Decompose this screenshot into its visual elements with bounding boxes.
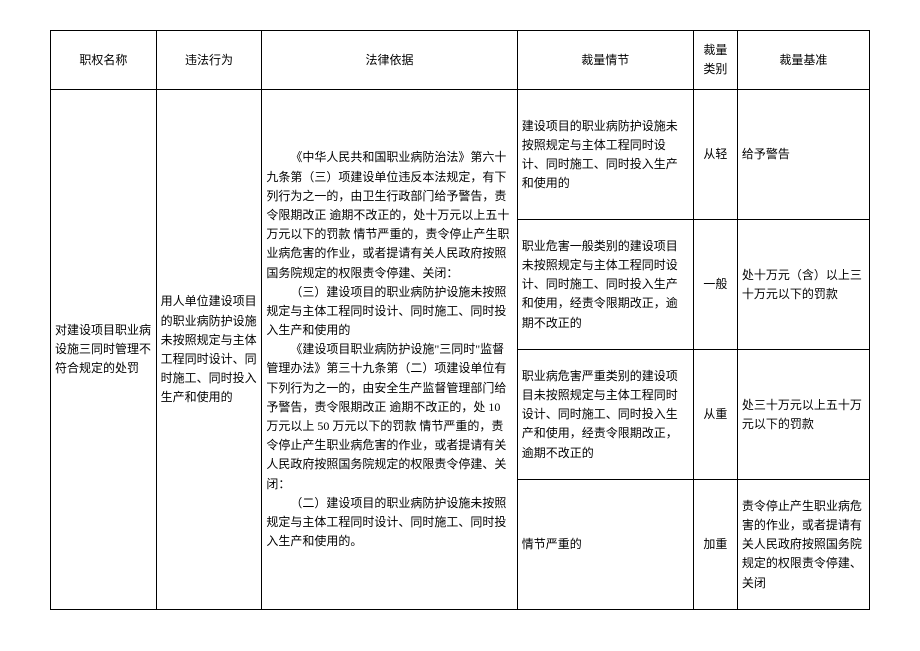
legal-basis-cell: 《中华人民共和国职业病防治法》第六十九条第（三）项建设单位违反本法规定，有下列行… <box>262 90 517 610</box>
header-legal: 法律依据 <box>262 31 517 90</box>
standard-cell: 处十万元（含）以上三十万元以下的罚款 <box>737 220 869 350</box>
standard-cell: 处三十万元以上五十万元以下的罚款 <box>737 350 869 480</box>
header-circumstance: 裁量情节 <box>517 31 693 90</box>
circumstance-cell: 情节严重的 <box>517 480 693 610</box>
header-standard: 裁量基准 <box>737 31 869 90</box>
violation-cell: 用人单位建设项目的职业病防护设施未按照规定与主体工程同时设计、同时施工、同时投入… <box>156 90 262 610</box>
legal-p3: 《建设项目职业病防护设施"三同时"监督管理办法》第三十九条第（二）项建设单位有下… <box>266 340 512 494</box>
category-cell: 加重 <box>693 480 737 610</box>
table-row: 对建设项目职业病设施三同时管理不符合规定的处罚 用人单位建设项目的职业病防护设施… <box>51 90 870 220</box>
legal-p4: （二）建设项目的职业病防护设施未按照规定与主体工程同时设计、同时施工、同时投入生… <box>266 494 512 552</box>
circumstance-cell: 建设项目的职业病防护设施未按照规定与主体工程同时设计、同时施工、同时投入生产和使… <box>517 90 693 220</box>
header-authority: 职权名称 <box>51 31 157 90</box>
authority-cell: 对建设项目职业病设施三同时管理不符合规定的处罚 <box>51 90 157 610</box>
standard-cell: 给予警告 <box>737 90 869 220</box>
circumstance-cell: 职业病危害严重类别的建设项目未按照规定与主体工程同时设计、同时施工、同时投入生产… <box>517 350 693 480</box>
circumstance-cell: 职业危害一般类别的建设项目未按照规定与主体工程同时设计、同时施工、同时投入生产和… <box>517 220 693 350</box>
category-cell: 一般 <box>693 220 737 350</box>
header-violation: 违法行为 <box>156 31 262 90</box>
category-cell: 从轻 <box>693 90 737 220</box>
header-category: 裁量类别 <box>693 31 737 90</box>
standard-cell: 责令停止产生职业病危害的作业，或者提请有关人民政府按照国务院规定的权限责令停建、… <box>737 480 869 610</box>
table-header-row: 职权名称 违法行为 法律依据 裁量情节 裁量类别 裁量基准 <box>51 31 870 90</box>
category-cell: 从重 <box>693 350 737 480</box>
legal-p2: （三）建设项目的职业病防护设施未按照规定与主体工程同时设计、同时施工、同时投入生… <box>266 283 512 341</box>
penalty-table: 职权名称 违法行为 法律依据 裁量情节 裁量类别 裁量基准 对建设项目职业病设施… <box>50 30 870 610</box>
legal-p1: 《中华人民共和国职业病防治法》第六十九条第（三）项建设单位违反本法规定，有下列行… <box>266 148 512 282</box>
